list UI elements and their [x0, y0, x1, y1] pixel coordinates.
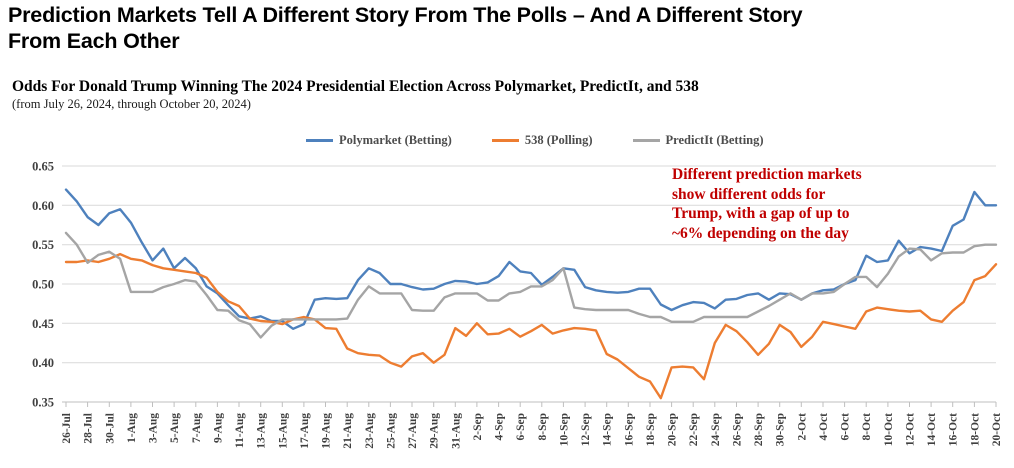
svg-text:24-Sep: 24-Sep — [710, 413, 722, 446]
svg-text:26-Jul: 26-Jul — [61, 413, 73, 444]
svg-text:6-Sep: 6-Sep — [515, 413, 527, 440]
page-title: Prediction Markets Tell A Different Stor… — [8, 3, 803, 53]
svg-text:16-Oct: 16-Oct — [948, 413, 960, 446]
svg-text:0.60: 0.60 — [32, 199, 54, 213]
svg-text:14-Sep: 14-Sep — [602, 413, 614, 446]
svg-text:0.40: 0.40 — [32, 356, 54, 370]
svg-text:14-Oct: 14-Oct — [926, 413, 938, 446]
svg-text:28-Sep: 28-Sep — [753, 413, 765, 446]
legend-label-predictit: PredictIt (Betting) — [665, 133, 764, 147]
svg-text:11-Aug: 11-Aug — [234, 413, 246, 448]
chart-subtitle: (from July 26, 2024, through October 20,… — [12, 97, 251, 111]
chart-legend: Polymarket (Betting) 538 (Polling) Predi… — [306, 133, 764, 148]
svg-text:29-Aug: 29-Aug — [429, 413, 441, 449]
chart-title: Odds For Donald Trump Winning The 2024 P… — [12, 78, 699, 95]
svg-text:9-Aug: 9-Aug — [212, 413, 224, 443]
svg-text:4-Sep: 4-Sep — [494, 413, 506, 440]
svg-text:20-Sep: 20-Sep — [667, 413, 679, 446]
538-line-swatch — [491, 139, 519, 142]
svg-text:13-Aug: 13-Aug — [256, 413, 268, 449]
svg-text:26-Sep: 26-Sep — [732, 413, 744, 446]
svg-text:19-Aug: 19-Aug — [321, 413, 333, 449]
chart-annotation: Different prediction markets show differ… — [672, 166, 862, 242]
svg-text:16-Sep: 16-Sep — [623, 413, 635, 446]
svg-text:6-Oct: 6-Oct — [840, 413, 852, 441]
svg-text:5-Aug: 5-Aug — [169, 413, 181, 443]
svg-text:10-Oct: 10-Oct — [883, 413, 895, 446]
svg-text:7-Aug: 7-Aug — [191, 413, 203, 443]
svg-text:8-Oct: 8-Oct — [861, 413, 873, 441]
svg-text:12-Sep: 12-Sep — [580, 413, 592, 446]
svg-text:27-Aug: 27-Aug — [407, 413, 419, 449]
svg-text:0.45: 0.45 — [32, 317, 54, 331]
svg-text:2-Sep: 2-Sep — [472, 413, 484, 440]
svg-text:0.50: 0.50 — [32, 278, 54, 292]
svg-text:0.55: 0.55 — [32, 238, 54, 252]
svg-text:3-Aug: 3-Aug — [148, 413, 160, 443]
legend-item-538: 538 (Polling) — [491, 133, 593, 148]
odds-line-chart-svg: 0.65 0.60 0.55 0.50 0.45 0.40 0.35 26-Jul 28-Jul… — [32, 160, 1003, 449]
svg-text:30-Jul: 30-Jul — [104, 413, 116, 444]
svg-text:18-Sep: 18-Sep — [645, 413, 657, 446]
polymarket-line-swatch — [306, 139, 333, 142]
svg-text:31-Aug: 31-Aug — [450, 413, 462, 449]
legend-label-polymarket: Polymarket (Betting) — [339, 133, 452, 147]
svg-text:8-Sep: 8-Sep — [537, 413, 549, 440]
svg-text:28-Jul: 28-Jul — [83, 413, 95, 444]
svg-text:2-Oct: 2-Oct — [796, 413, 808, 441]
predictit-line-swatch — [632, 139, 660, 142]
svg-text:1-Aug: 1-Aug — [126, 413, 138, 443]
svg-text:23-Aug: 23-Aug — [364, 413, 376, 449]
svg-text:4-Oct: 4-Oct — [818, 413, 830, 441]
svg-text:18-Oct: 18-Oct — [969, 413, 981, 446]
svg-text:30-Sep: 30-Sep — [775, 413, 787, 446]
svg-text:12-Oct: 12-Oct — [905, 413, 917, 446]
svg-text:17-Aug: 17-Aug — [299, 413, 311, 449]
legend-item-polymarket: Polymarket (Betting) — [306, 133, 452, 148]
legend-label-538: 538 (Polling) — [524, 133, 593, 147]
svg-text:0.65: 0.65 — [32, 160, 54, 174]
svg-text:22-Sep: 22-Sep — [688, 413, 700, 446]
legend-item-predictit: PredictIt (Betting) — [632, 133, 764, 148]
svg-text:21-Aug: 21-Aug — [342, 413, 354, 449]
svg-text:0.35: 0.35 — [32, 396, 54, 410]
svg-text:20-Oct: 20-Oct — [991, 413, 1003, 446]
line-chart: 0.65 0.60 0.55 0.50 0.45 0.40 0.35 26-Jul 28-Jul… — [0, 160, 1014, 463]
svg-text:15-Aug: 15-Aug — [277, 413, 289, 449]
svg-text:10-Sep: 10-Sep — [558, 413, 570, 446]
svg-text:25-Aug: 25-Aug — [385, 413, 397, 449]
